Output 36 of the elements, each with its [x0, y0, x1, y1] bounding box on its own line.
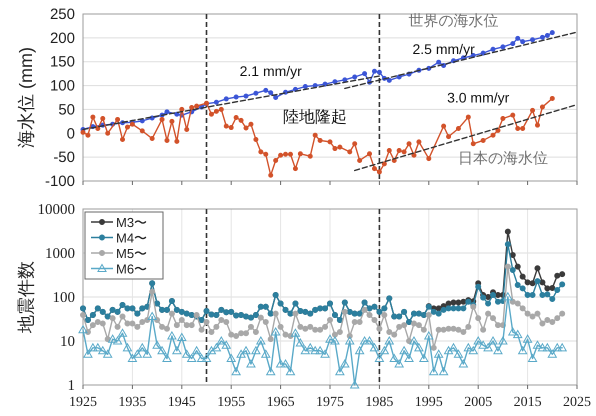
- x-tick-label: 2015: [514, 395, 542, 410]
- y-tick-label: 1000: [45, 246, 75, 262]
- y-tick-label: 1: [68, 378, 75, 394]
- x-tick-label: 2025: [563, 395, 591, 410]
- y-tick-label: 0: [66, 125, 75, 142]
- y-tick-label: 100: [52, 290, 75, 306]
- annotation: 2.5 mm/yr: [412, 41, 476, 58]
- x-tick-label: 1995: [414, 395, 443, 410]
- x-tick-label: 1925: [69, 395, 97, 410]
- annotation: 陸地隆起: [283, 108, 348, 126]
- y-tick-label: 200: [50, 30, 75, 47]
- y-tick-label: 100: [50, 78, 75, 95]
- x-tick-label: 1945: [168, 395, 196, 410]
- x-tick-label: 1955: [217, 395, 246, 410]
- y-tick-label: 50: [58, 101, 75, 118]
- y-tick-label: 10000: [38, 202, 75, 218]
- x-tick-label: 1935: [118, 395, 146, 410]
- annotation: 3.0 mm/yr: [447, 90, 510, 106]
- y-tick-label: 10: [60, 334, 75, 350]
- legend-label: M5〜: [116, 246, 148, 261]
- y-tick-label: 150: [50, 54, 75, 71]
- y-tick-label: -50: [53, 149, 75, 166]
- legend-label: M6〜: [116, 262, 148, 276]
- y-tick-label: -100: [44, 173, 75, 190]
- x-tick-label: 1985: [365, 395, 394, 410]
- series-label: 日本の海水位: [458, 150, 548, 167]
- x-tick-label: 1965: [266, 395, 295, 410]
- y-tick-label: 250: [50, 6, 75, 23]
- annotation: 2.1 mm/yr: [240, 62, 302, 79]
- legend-label: M3〜: [116, 215, 148, 230]
- legend-label: M4〜: [116, 230, 148, 246]
- x-tick-label: 1975: [316, 395, 344, 410]
- x-tick-label: 2005: [464, 395, 492, 410]
- y-axis-title: 海水位 (mm): [16, 47, 36, 148]
- y-axis-title: 地震件数: [16, 261, 36, 334]
- series-label: 世界の海水位: [408, 12, 498, 30]
